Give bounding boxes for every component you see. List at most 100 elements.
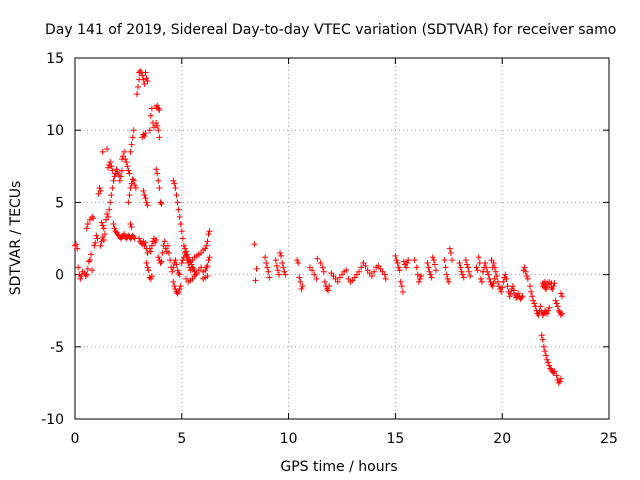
data-point [531,300,538,307]
data-point [146,127,153,134]
data-point [83,225,90,232]
data-point [539,336,546,343]
data-point [155,177,162,184]
data-point [116,177,123,184]
data-point [427,271,434,278]
data-point [253,265,260,272]
data-point [129,134,136,141]
data-point [539,312,546,319]
data-point [108,163,115,170]
x-axis-label: GPS time / hours [280,459,397,475]
data-point [317,260,324,267]
data-point [127,148,134,155]
data-point [204,238,211,245]
data-point [92,239,99,246]
data-point [499,284,506,291]
data-point [411,257,418,264]
data-point [171,180,178,187]
data-point [551,368,558,375]
data-point [142,239,149,246]
data-point [343,267,350,274]
data-point [151,124,158,131]
data-point [144,249,151,256]
data-point [127,221,134,228]
data-point [178,228,185,235]
data-point [492,268,499,275]
data-point [111,225,118,232]
data-point [173,261,180,268]
chart-title: Day 141 of 2019, Sidereal Day-to-day VTE… [45,22,616,38]
data-point [172,257,179,264]
data-point [546,304,553,311]
y-tick-label: 15 [46,51,64,67]
data-point [459,271,466,278]
data-point [98,219,105,226]
data-point [90,215,97,222]
data-point [96,184,103,191]
data-point [264,264,271,271]
y-tick-label: 0 [55,268,64,284]
data-point [252,277,259,284]
data-point [559,293,566,300]
data-point [99,148,106,155]
data-point [280,264,287,271]
data-point [124,163,131,170]
data-point [441,257,448,264]
x-tick-label: 25 [600,431,618,447]
data-point [473,264,480,271]
data-point [263,260,270,267]
data-point [179,235,186,242]
data-point [86,257,93,264]
data-point [114,169,121,176]
data-point [530,297,537,304]
data-point [110,177,117,184]
data-point [456,260,463,267]
data-point [474,267,481,274]
data-point [135,83,142,90]
data-point [416,275,423,282]
data-point [460,274,467,281]
data-point [167,257,174,264]
data-point [111,173,118,180]
data-point [504,283,511,290]
data-point [467,273,474,280]
data-point [137,67,144,74]
data-point [466,268,473,275]
data-point [105,164,112,171]
data-point [125,167,132,174]
data-point [152,239,159,246]
data-point [174,199,181,206]
data-point [555,379,562,386]
data-point [442,264,449,271]
data-point [147,275,154,282]
data-point [173,192,180,199]
data-point [144,264,151,271]
data-point [491,264,498,271]
data-point [398,283,405,290]
data-point [544,310,551,317]
data-point [154,170,161,177]
data-point [159,249,166,256]
data-point [130,234,137,241]
data-point [554,303,561,310]
data-point [509,283,516,290]
data-point [321,278,328,285]
y-tick-label: -5 [50,340,64,356]
data-point [557,290,564,297]
data-point [142,69,149,76]
data-point [88,251,95,258]
x-tick-label: 0 [71,431,80,447]
data-point [462,257,469,264]
data-point [458,268,465,275]
data-point [368,273,375,280]
data-point [154,122,161,129]
data-point [176,286,183,293]
data-point [94,235,101,242]
data-point [498,288,505,295]
data-point [447,249,454,256]
data-point [164,242,171,249]
data-point [155,127,162,134]
data-point [141,192,148,199]
data-point [121,148,128,155]
data-point [557,375,564,382]
